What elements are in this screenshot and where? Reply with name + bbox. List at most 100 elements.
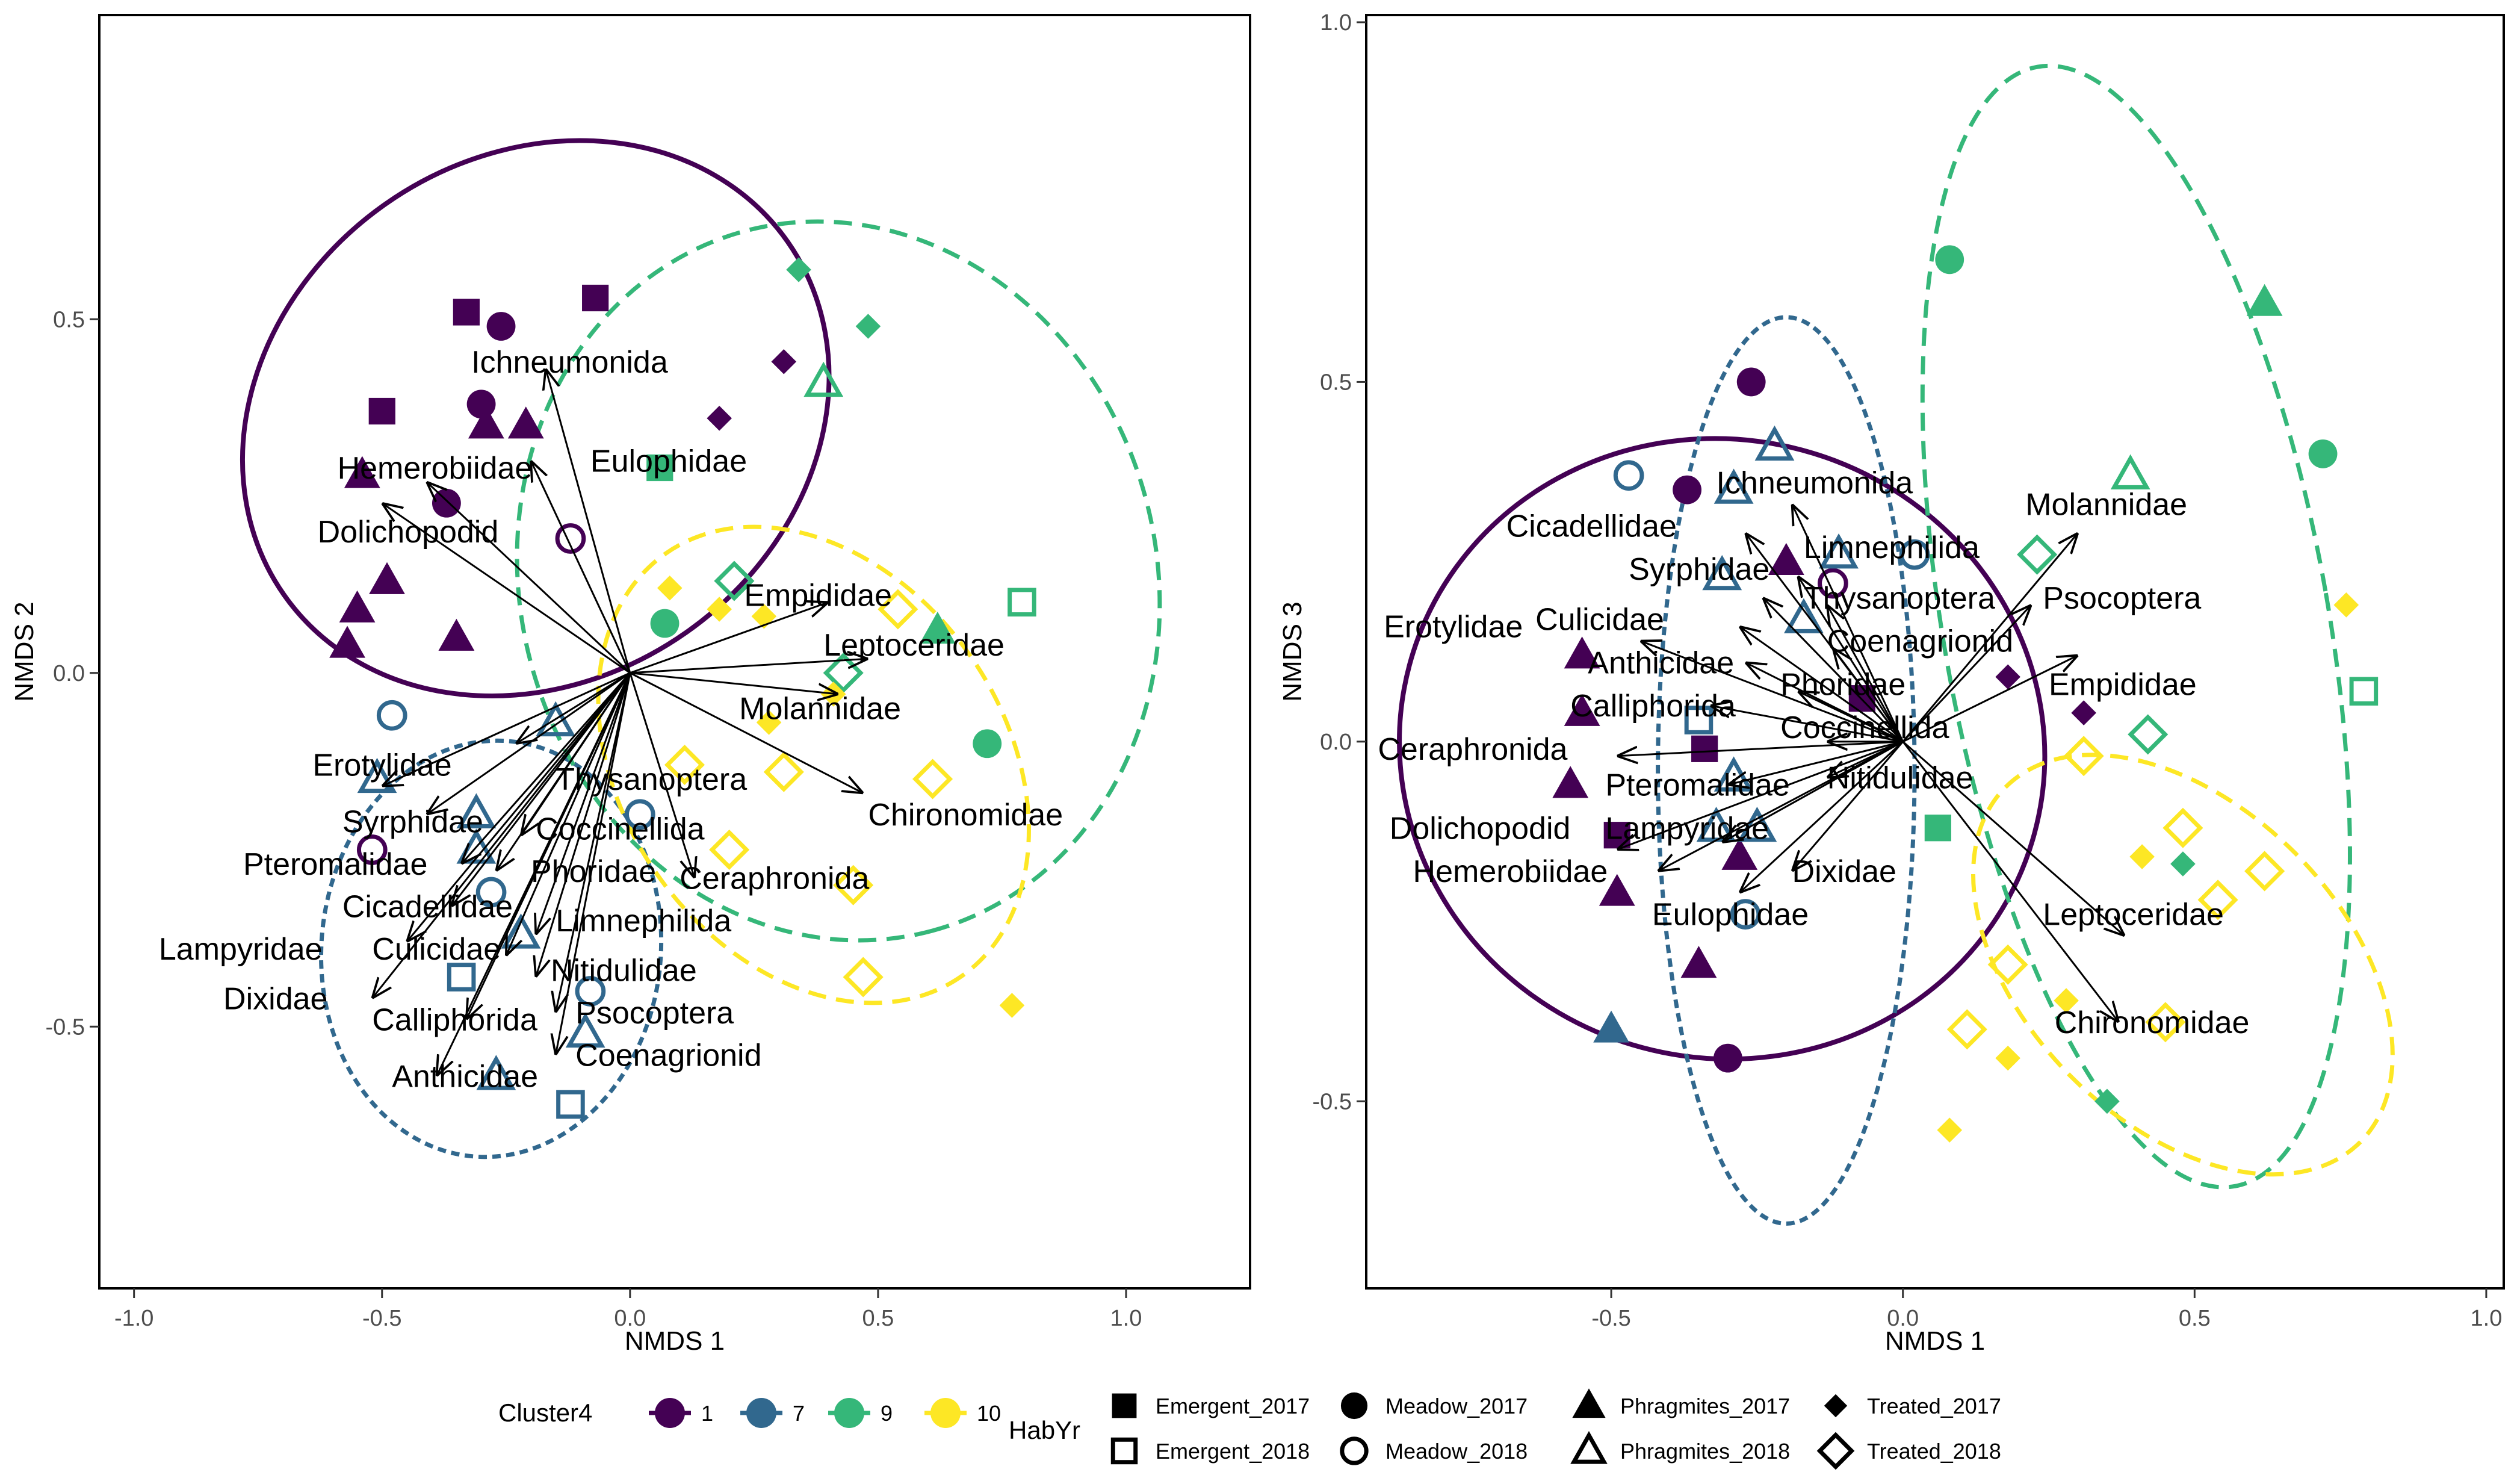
- vector-label: Ichneumonida: [471, 345, 668, 380]
- data-point: [1819, 533, 1859, 569]
- vector-label: Syrphidae: [1629, 552, 1769, 587]
- data-point: [1564, 694, 1600, 726]
- vector-label: Pteromalidae: [243, 847, 427, 882]
- vector-arrow: [427, 482, 631, 674]
- vector-arrow: [1798, 691, 1904, 743]
- data-point: [468, 406, 504, 439]
- vector-arrow: [1827, 605, 1904, 742]
- legend-habyr-label: Emergent_2017: [1156, 1394, 1310, 1418]
- data-point: [756, 710, 782, 735]
- x-tick-label: 0.0: [1887, 1306, 1919, 1331]
- vector-arrow: [462, 672, 631, 864]
- data-point: [1684, 706, 1714, 734]
- legend-shape-diamond-filled: [1824, 1394, 1848, 1418]
- vector-label: Dixidae: [1792, 854, 1896, 889]
- vector-label: Lampyridae: [1605, 811, 1769, 846]
- legend-habyr-title: HabYr: [1009, 1416, 1080, 1444]
- data-point: [344, 456, 380, 488]
- data-point: [912, 759, 953, 799]
- data-point: [466, 390, 496, 419]
- data-point: [582, 284, 609, 312]
- vector-label: Ichneumonida: [1717, 466, 1913, 501]
- vector-label: Eulophidae: [590, 444, 747, 479]
- data-point: [1946, 1009, 1987, 1050]
- panel-nmds2: Ichneumonida Eulophidae Hemerobiidae Dolich…: [10, 14, 1251, 1356]
- x-axis-title: NMDS 1: [625, 1326, 725, 1356]
- ellipse-cluster-9: [515, 219, 1162, 943]
- vector-label: Psocoptera: [575, 996, 734, 1031]
- data-point: [1987, 944, 2028, 985]
- ellipse-cluster-7: [319, 738, 664, 1160]
- vector-label: Eulophidae: [1652, 898, 1809, 933]
- x-tick-label: -1.0: [114, 1306, 153, 1331]
- vector-arrow: [1710, 706, 1903, 743]
- data-point: [1754, 425, 1795, 461]
- vector-label: Molannidae: [2025, 488, 2187, 523]
- data-point: [1730, 899, 1761, 930]
- legend-shape-square-open: [1110, 1437, 1138, 1465]
- data-point: [855, 314, 881, 339]
- data-point: [1613, 460, 1644, 491]
- vector-arrow: [531, 461, 631, 674]
- data-point: [555, 523, 586, 554]
- data-point: [1673, 475, 1701, 504]
- data-point: [447, 963, 476, 992]
- data-point: [475, 877, 507, 908]
- vector-arrow: [1792, 504, 1904, 742]
- vector-arrow: [1833, 648, 1904, 742]
- y-tick-label: 0.0: [53, 661, 85, 686]
- vector-label: Limnephilida: [556, 904, 731, 939]
- legend-habyr-label: Meadow_2017: [1385, 1394, 1528, 1418]
- vector-arrow: [382, 503, 631, 674]
- x-tick-label: 1.0: [1110, 1306, 1142, 1331]
- data-point: [339, 590, 376, 622]
- vector-arrow: [516, 672, 631, 744]
- data-point: [476, 1055, 516, 1090]
- vector-label: Calliphorida: [372, 1003, 537, 1038]
- data-point: [843, 957, 884, 998]
- data-point: [369, 562, 405, 594]
- data-point: [1680, 946, 1717, 978]
- legend-habyr-label: Emergent_2018: [1156, 1439, 1310, 1464]
- data-point: [2333, 592, 2359, 618]
- vector-arrow: [407, 672, 631, 942]
- data-point: [1721, 837, 1758, 870]
- vector-label: Syrphidae: [342, 805, 483, 840]
- vector-label: Erotylidae: [1384, 610, 1523, 645]
- panel-nmds3: Ichneumonida Molannidae Cicadellidae Limnep…: [1278, 10, 2505, 1356]
- y-tick-label: 0.0: [1320, 730, 1352, 755]
- data-point: [556, 1090, 585, 1119]
- vector-label: Coccinellida: [536, 812, 704, 846]
- data-point: [714, 560, 755, 601]
- vector-label: Empididae: [744, 579, 892, 613]
- legend-shape-circle-open: [1340, 1436, 1369, 1465]
- data-point: [438, 618, 475, 651]
- data-point: [1899, 539, 1930, 570]
- vector-label: Coenagrionid: [1827, 624, 2013, 659]
- data-point: [2054, 988, 2079, 1013]
- data-point: [1784, 598, 1824, 633]
- vector-label: Dolichopodid: [318, 515, 499, 550]
- data-point: [368, 397, 395, 425]
- vector-label: Cicadellidae: [342, 890, 513, 925]
- data-point: [2129, 844, 2155, 869]
- data-point: [2145, 1002, 2186, 1043]
- plot-frame: [98, 14, 1251, 1290]
- legend-habyr-label: Treated_2018: [1867, 1439, 2001, 1464]
- legend-shape-triangle-filled: [1572, 1388, 1606, 1418]
- vector-label: Ceraphronida: [680, 862, 869, 896]
- vector-arrow: [427, 672, 631, 815]
- data-point: [650, 609, 680, 638]
- vector-label: Nitidulidae: [1827, 761, 1974, 796]
- y-tick-label: 0.5: [53, 307, 85, 332]
- vector-arrow: [1617, 740, 1904, 849]
- vector-arrow: [1739, 740, 1904, 893]
- vector-label: Anthicidae: [1588, 645, 1734, 680]
- data-point: [624, 799, 655, 830]
- legend-cluster-swatch: [930, 1398, 961, 1428]
- ellipse-cluster-10: [596, 524, 1031, 1005]
- x-tick-label: 1.0: [2471, 1306, 2503, 1331]
- legend-habyr-label: Phragmites_2017: [1620, 1394, 1790, 1418]
- data-point: [2197, 880, 2238, 921]
